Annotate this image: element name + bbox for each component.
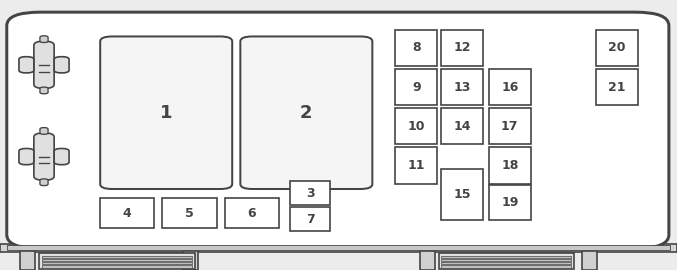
Text: 17: 17 bbox=[501, 120, 519, 133]
Bar bbox=[441, 169, 483, 220]
Bar bbox=[596, 69, 638, 105]
Text: 9: 9 bbox=[412, 80, 420, 94]
FancyBboxPatch shape bbox=[40, 36, 48, 42]
Bar bbox=[100, 198, 154, 228]
Bar bbox=[441, 259, 571, 261]
Text: 3: 3 bbox=[306, 187, 314, 200]
Bar bbox=[441, 262, 571, 264]
Bar bbox=[441, 69, 483, 105]
Bar bbox=[39, 253, 195, 269]
Text: 21: 21 bbox=[608, 80, 626, 94]
Bar bbox=[441, 30, 483, 66]
Bar bbox=[162, 198, 217, 228]
FancyBboxPatch shape bbox=[34, 133, 54, 180]
Text: 7: 7 bbox=[306, 213, 314, 226]
Text: 2: 2 bbox=[300, 104, 313, 122]
Text: 11: 11 bbox=[408, 159, 425, 172]
FancyBboxPatch shape bbox=[100, 36, 232, 189]
Text: 20: 20 bbox=[608, 41, 626, 55]
Bar bbox=[290, 181, 330, 205]
Text: 8: 8 bbox=[412, 41, 420, 55]
Bar bbox=[395, 147, 437, 184]
Text: 15: 15 bbox=[454, 188, 471, 201]
Text: 14: 14 bbox=[454, 120, 471, 133]
FancyBboxPatch shape bbox=[40, 179, 48, 186]
Text: 18: 18 bbox=[501, 159, 519, 172]
Bar bbox=[20, 251, 35, 270]
FancyBboxPatch shape bbox=[7, 12, 669, 248]
Bar bbox=[395, 69, 437, 105]
Bar bbox=[42, 259, 192, 261]
Bar bbox=[441, 265, 571, 268]
FancyBboxPatch shape bbox=[240, 36, 372, 189]
FancyBboxPatch shape bbox=[54, 148, 69, 165]
FancyBboxPatch shape bbox=[19, 57, 34, 73]
Text: 6: 6 bbox=[248, 207, 256, 220]
Bar bbox=[7, 245, 670, 250]
Text: 10: 10 bbox=[408, 120, 425, 133]
Text: 13: 13 bbox=[454, 80, 471, 94]
Bar bbox=[489, 69, 531, 105]
Bar bbox=[441, 108, 483, 144]
Bar bbox=[489, 185, 531, 220]
Text: 1: 1 bbox=[160, 104, 173, 122]
FancyBboxPatch shape bbox=[40, 128, 48, 134]
Bar bbox=[441, 256, 571, 258]
Text: 4: 4 bbox=[123, 207, 131, 220]
Bar bbox=[596, 30, 638, 66]
Bar bbox=[42, 265, 192, 268]
FancyBboxPatch shape bbox=[34, 41, 54, 89]
Bar bbox=[183, 251, 198, 270]
Bar bbox=[395, 108, 437, 144]
FancyBboxPatch shape bbox=[40, 87, 48, 94]
Bar bbox=[489, 108, 531, 144]
Bar bbox=[42, 262, 192, 264]
FancyBboxPatch shape bbox=[54, 57, 69, 73]
FancyBboxPatch shape bbox=[19, 148, 34, 165]
Bar bbox=[395, 30, 437, 66]
Bar bbox=[290, 207, 330, 231]
Bar bbox=[225, 198, 279, 228]
Bar bbox=[582, 251, 597, 270]
Bar bbox=[42, 256, 192, 258]
Bar bbox=[489, 147, 531, 184]
Text: 16: 16 bbox=[501, 80, 519, 94]
Text: 19: 19 bbox=[501, 196, 519, 209]
Bar bbox=[0, 244, 677, 252]
Bar bbox=[420, 251, 435, 270]
Text: 5: 5 bbox=[185, 207, 194, 220]
Bar bbox=[439, 253, 574, 269]
Text: 12: 12 bbox=[454, 41, 471, 55]
